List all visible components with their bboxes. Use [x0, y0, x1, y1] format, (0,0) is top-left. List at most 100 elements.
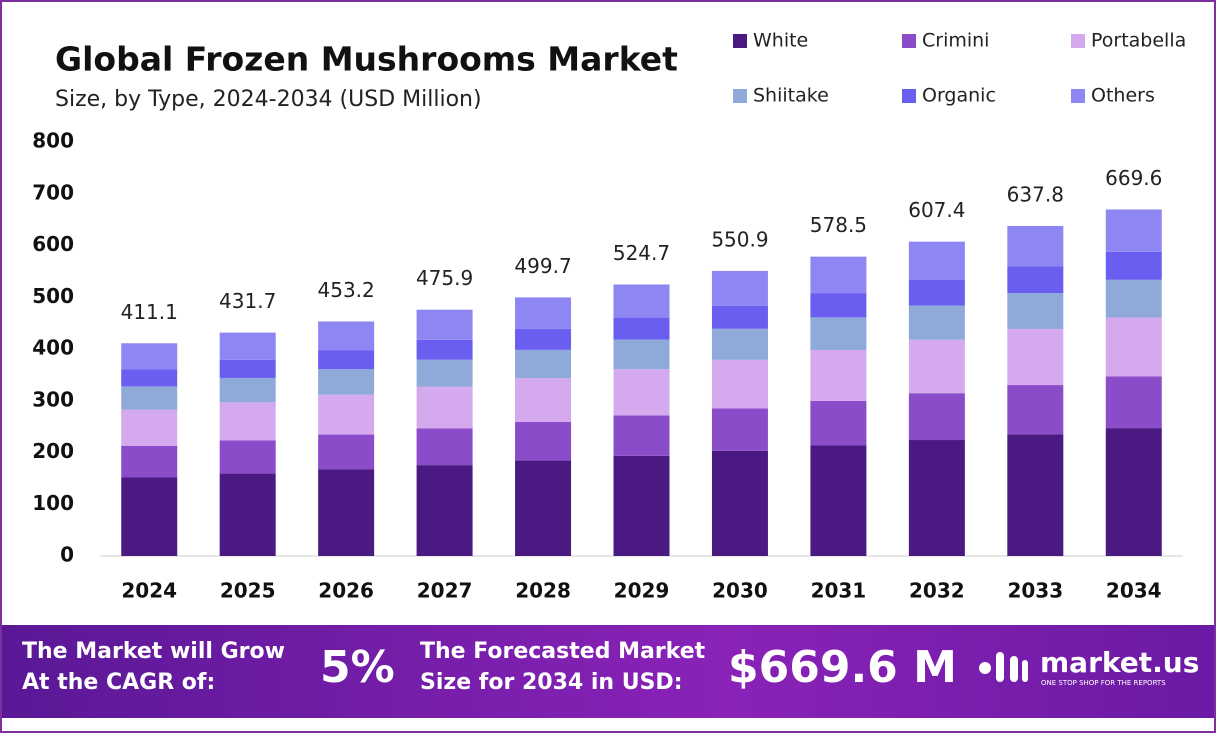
bar-segment — [219, 402, 276, 441]
bar-segment — [318, 369, 375, 395]
legend-swatch — [733, 34, 747, 48]
cagr-label: The Market will Grow — [22, 639, 285, 664]
bar-segment — [121, 386, 178, 410]
bar-segment — [318, 350, 375, 370]
bar-segment — [121, 409, 178, 446]
bar-segment — [416, 309, 473, 340]
legend-label: White — [753, 30, 808, 52]
bar-segment — [416, 465, 473, 556]
legend-swatch — [1071, 89, 1085, 103]
bar-segment — [318, 321, 375, 351]
bar-segment — [711, 450, 768, 556]
total-label: 637.8 — [1007, 182, 1064, 206]
legend-label: Crimini — [922, 30, 989, 52]
x-tick-label: 2033 — [1007, 579, 1063, 603]
bar-segment — [711, 270, 768, 306]
total-label: 431.7 — [219, 289, 276, 313]
bar-segment — [1105, 317, 1162, 377]
bar-segment — [810, 400, 867, 446]
bar-segment — [613, 317, 670, 340]
bar-segment — [219, 377, 276, 403]
forecast-label: The Forecasted Market — [420, 639, 706, 664]
y-tick-label: 800 — [32, 129, 74, 153]
bar-segment — [908, 440, 965, 556]
bar-segment — [318, 434, 375, 470]
bar-segment — [1007, 434, 1064, 556]
bar-segment — [711, 305, 768, 329]
bar-segment — [1007, 385, 1064, 435]
bar-segment — [1007, 266, 1064, 294]
cagr-value: 5% — [320, 642, 395, 693]
y-tick-label: 200 — [32, 439, 74, 463]
bar-segment — [515, 297, 572, 329]
bar-segment — [1007, 225, 1064, 267]
legend-label: Portabella — [1091, 30, 1186, 52]
x-tick-label: 2034 — [1106, 579, 1162, 603]
legend-swatch — [1071, 34, 1085, 48]
bar-segment — [219, 359, 276, 378]
legend: White Crimini Portabella Shiitake Organic Oth… — [733, 30, 1186, 107]
total-label: 607.4 — [908, 198, 965, 222]
bar-segment — [1105, 376, 1162, 429]
total-label: 475.9 — [416, 266, 473, 290]
chart-subtitle: Size, by Type, 2024-2034 (USD Million) — [55, 87, 482, 112]
bar-segment — [810, 445, 867, 556]
x-tick-label: 2029 — [614, 579, 670, 603]
bar-segment — [219, 440, 276, 474]
bar-segment — [711, 328, 768, 360]
x-tick-label: 2024 — [121, 579, 177, 603]
bar-segment — [613, 284, 670, 318]
bar-segment — [219, 473, 276, 556]
y-tick-label: 300 — [32, 387, 74, 411]
y-tick-label: 0 — [60, 543, 74, 567]
bar-segment — [121, 445, 178, 478]
total-label: 524.7 — [613, 241, 670, 265]
bar-segment — [711, 359, 768, 409]
bar-segment — [515, 328, 572, 350]
x-tick-label: 2031 — [811, 579, 867, 603]
bar-segment — [121, 369, 178, 387]
bar-segment — [810, 317, 867, 351]
y-tick-label: 600 — [32, 232, 74, 256]
bar-segment — [318, 394, 375, 435]
bar-segment — [810, 350, 867, 401]
brand-name: market.us — [1040, 646, 1199, 679]
bar-segment — [318, 469, 375, 556]
bar-segment — [613, 455, 670, 556]
x-tick-label: 2028 — [515, 579, 571, 603]
bar-segment — [810, 293, 867, 318]
bar-segment — [908, 280, 965, 306]
bar-segment — [711, 408, 768, 451]
bar-segment — [1007, 328, 1064, 386]
bar-segment — [1105, 279, 1162, 318]
cagr-label: At the CAGR of: — [22, 670, 215, 695]
brand-tagline: ONE STOP SHOP FOR THE REPORTS — [1041, 679, 1166, 687]
bar-segment — [810, 256, 867, 294]
legend-swatch — [902, 34, 916, 48]
total-label: 411.1 — [121, 300, 178, 324]
y-tick-label: 700 — [32, 180, 74, 204]
total-label: 669.6 — [1105, 166, 1162, 190]
bar-segment — [613, 339, 670, 370]
x-tick-label: 2025 — [220, 579, 276, 603]
bar-segment — [416, 386, 473, 429]
bar-segment — [1007, 293, 1064, 329]
bar-segment — [515, 349, 572, 379]
x-tick-label: 2027 — [417, 579, 473, 603]
total-label: 499.7 — [514, 254, 571, 278]
legend-label: Organic — [922, 85, 996, 107]
bar-segment — [613, 415, 670, 456]
bar-segment — [515, 378, 572, 423]
chart-title: Global Frozen Mushrooms Market — [55, 40, 678, 79]
legend-label: Others — [1091, 85, 1155, 107]
bar-segment — [416, 359, 473, 387]
forecast-value: $669.6 M — [728, 642, 957, 693]
bar-segment — [1105, 251, 1162, 280]
bar-segment — [121, 343, 178, 370]
bar-segment — [1105, 209, 1162, 252]
bar-segment — [908, 305, 965, 340]
x-tick-label: 2026 — [318, 579, 374, 603]
bar-segment — [613, 369, 670, 416]
bar-segment — [515, 422, 572, 461]
